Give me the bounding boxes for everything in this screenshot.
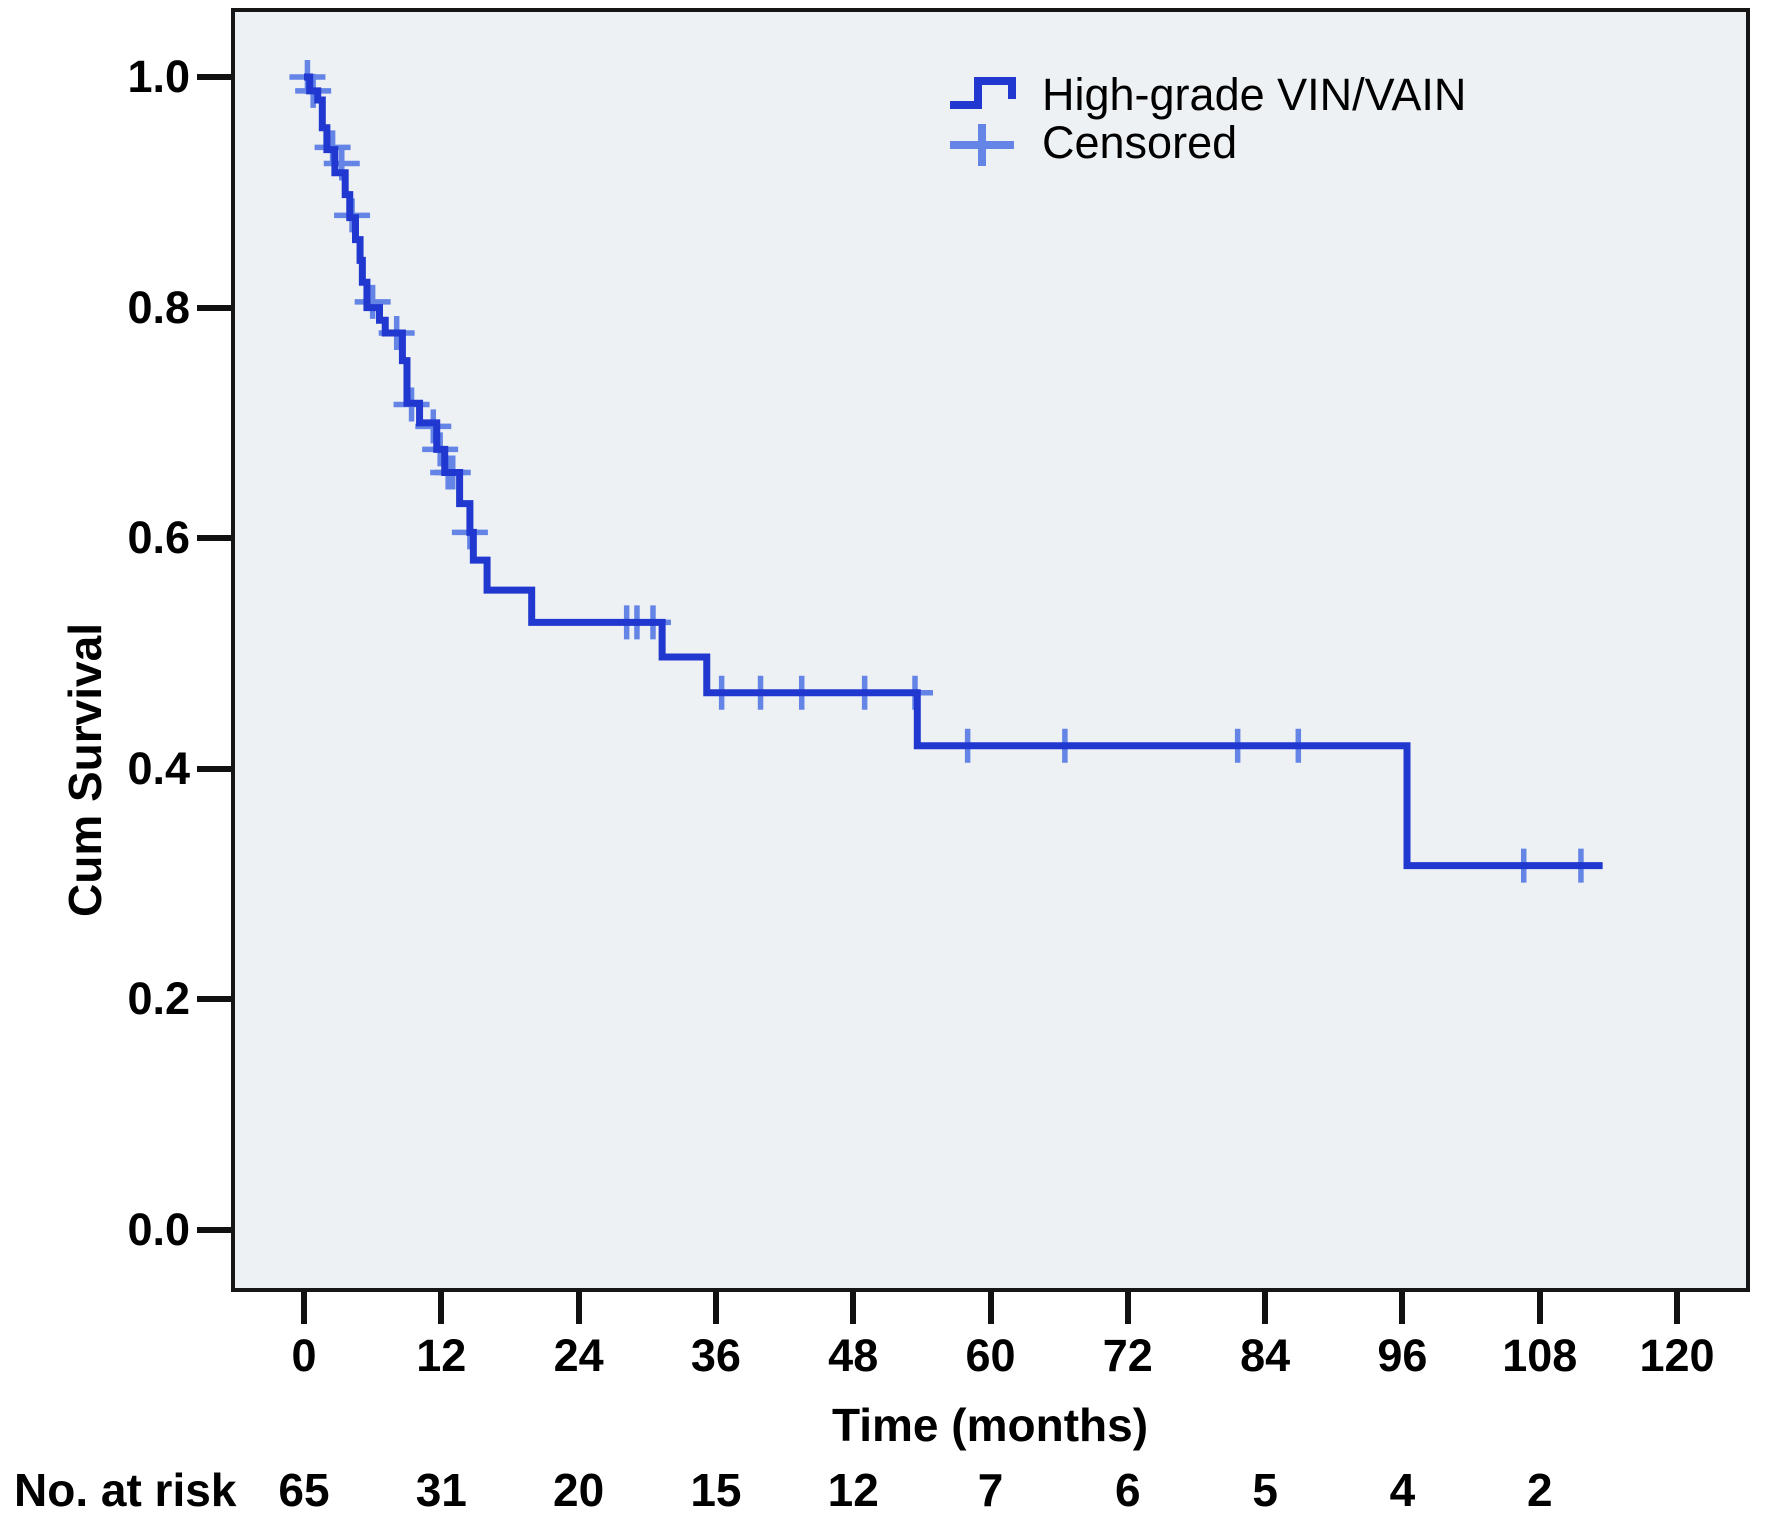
y-tick-mark: [197, 765, 231, 772]
x-tick-mark: [1262, 1292, 1269, 1324]
x-tick-label: 48: [828, 1330, 879, 1381]
x-tick-mark: [301, 1292, 307, 1324]
y-tick-mark: [197, 74, 231, 80]
y-tick-label: 0.6: [127, 512, 190, 564]
y-tick-label: 0.0: [127, 1204, 190, 1255]
x-tick-mark: [1674, 1292, 1681, 1324]
x-tick-mark: [1124, 1292, 1131, 1324]
x-tick-mark: [987, 1292, 994, 1324]
risk-count: 31: [415, 1464, 467, 1516]
y-tick-mark: [197, 304, 231, 311]
x-tick-mark: [712, 1292, 719, 1324]
x-tick-mark: [438, 1292, 445, 1324]
risk-count: 12: [827, 1464, 879, 1516]
plot-area: [231, 8, 1750, 1292]
censor-marks: [289, 60, 1599, 883]
x-tick-mark: [575, 1292, 582, 1324]
x-tick-mark: [1536, 1292, 1543, 1324]
x-tick-label: 108: [1502, 1330, 1578, 1381]
x-tick-label: 84: [1240, 1330, 1291, 1381]
legend-series-label: High-grade VIN/VAIN: [1042, 69, 1467, 120]
risk-count: 2: [1526, 1464, 1553, 1516]
x-tick-label: 24: [553, 1330, 604, 1381]
legend-censored-plus-icon: [950, 124, 1014, 166]
risk-table-label: No. at risk: [14, 1464, 237, 1516]
legend-step-line-icon: [950, 77, 1016, 109]
risk-count: 15: [690, 1464, 742, 1516]
risk-count: 20: [553, 1464, 605, 1516]
legend-item-censored: Censored: [948, 118, 1237, 168]
x-tick-label: 0: [291, 1330, 317, 1381]
risk-count: 4: [1389, 1464, 1416, 1516]
legend-item-series: High-grade VIN/VAIN: [948, 70, 1466, 120]
y-tick-mark: [197, 1227, 231, 1233]
y-tick-label: 1.0: [127, 51, 190, 102]
x-tick-mark: [850, 1292, 857, 1324]
risk-count: 7: [977, 1464, 1004, 1516]
y-tick-mark: [197, 535, 231, 542]
risk-count: 65: [278, 1464, 330, 1516]
risk-count: 6: [1115, 1464, 1141, 1516]
y-tick-label: 0.8: [127, 281, 190, 333]
risk-count: 5: [1252, 1464, 1278, 1516]
x-tick-label: 96: [1377, 1330, 1428, 1381]
y-tick-label: 0.4: [127, 742, 190, 794]
curve-canvas: [289, 60, 1603, 883]
y-tick-label: 0.2: [127, 973, 190, 1025]
survival-curve: [304, 73, 1603, 870]
legend-censored-label: Censored: [1042, 117, 1238, 168]
x-tick-label: 60: [965, 1330, 1016, 1381]
censor-plus-icon: [354, 284, 391, 319]
x-tick-mark: [1399, 1292, 1406, 1324]
y-tick-mark: [197, 996, 231, 1003]
x-tick-label: 72: [1102, 1330, 1153, 1381]
x-tick-label: 12: [416, 1330, 467, 1381]
x-tick-label: 36: [690, 1330, 741, 1381]
x-tick-label: 120: [1639, 1330, 1715, 1381]
x-axis-title: Time (months): [831, 1399, 1149, 1451]
